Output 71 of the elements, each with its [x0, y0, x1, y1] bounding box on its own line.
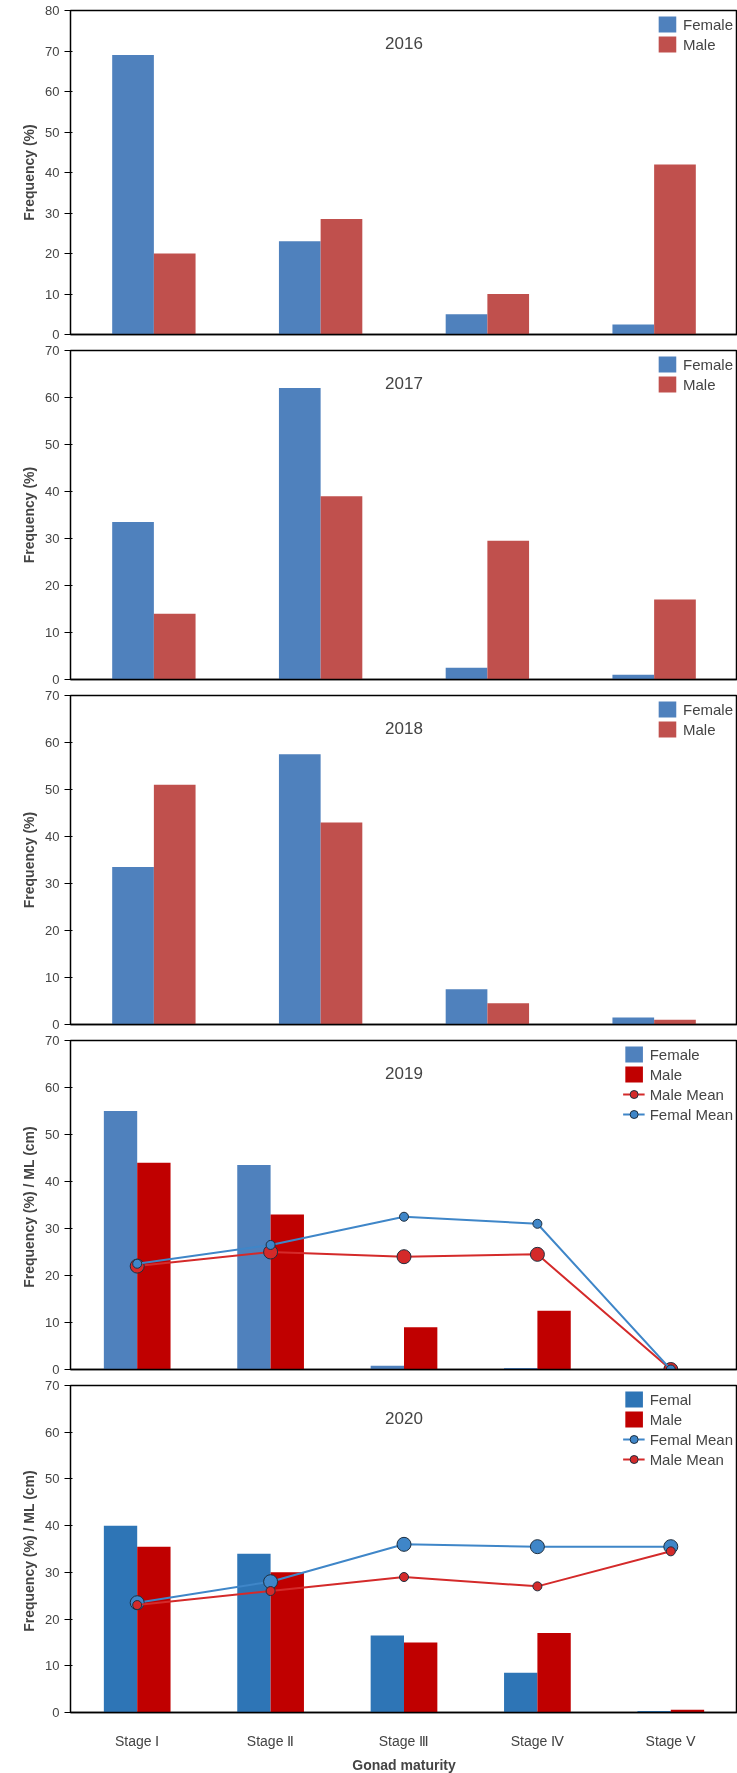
text: 2017 — [385, 373, 423, 393]
y-tick-label: 50 — [45, 1471, 60, 1487]
y-tick-label: 50 — [45, 782, 60, 797]
y-tick-label: 10 — [45, 625, 60, 640]
y-tick-label: 70 — [45, 1378, 60, 1393]
y-tick-label: 30 — [45, 1564, 60, 1580]
legend-label: Male — [682, 375, 716, 393]
x-axis-title: Gonad maturity — [352, 1756, 456, 1773]
y-tick-label: 40 — [45, 829, 60, 844]
text: 2019 — [385, 1063, 423, 1083]
y-tick-label: 0 — [52, 1017, 60, 1032]
y-tick-label: 30 — [45, 876, 60, 891]
y-tick-label: 70 — [45, 1033, 60, 1048]
y-tick-label: 50 — [45, 437, 60, 452]
legend-label: Femal Mean — [649, 1430, 733, 1448]
y-axis-title: Frequency (%) — [21, 811, 38, 909]
y-tick-label: 20 — [45, 246, 60, 261]
x-tick-label: Stage Ⅴ — [645, 1732, 697, 1749]
legend-label: Male — [649, 1410, 683, 1428]
legend-label: Male Mean — [649, 1085, 724, 1103]
text: 2016 — [385, 33, 423, 53]
y-tick-label: 70 — [45, 688, 60, 703]
y-tick-label: 60 — [45, 1424, 60, 1440]
y-tick-label: 40 — [45, 165, 60, 180]
y-tick-label: 70 — [45, 343, 60, 358]
y-tick-label: 10 — [45, 286, 60, 302]
y-tick-label: 50 — [45, 124, 60, 140]
legend-label: Female — [682, 15, 733, 33]
y-tick-label: 10 — [45, 970, 60, 985]
y-tick-label: 10 — [45, 1658, 60, 1674]
y-tick-label: 20 — [45, 578, 60, 593]
y-tick-label: 30 — [45, 1221, 60, 1236]
legend-label: Male — [682, 720, 716, 738]
y-tick-label: 40 — [45, 1518, 60, 1534]
y-tick-label: 20 — [45, 923, 60, 938]
y-axis-title: Frequency (%) / ML (cm) — [21, 1470, 38, 1632]
text: 2020 — [385, 1408, 423, 1428]
y-tick-label: 30 — [45, 205, 60, 221]
y-tick-label: 40 — [45, 1174, 60, 1189]
y-tick-label: 60 — [45, 735, 60, 750]
y-tick-label: 30 — [45, 531, 60, 546]
x-tick-label: Stage Ⅱ — [246, 1732, 295, 1749]
legend-label: Femal Mean — [649, 1105, 733, 1123]
x-tick-label: Stage Ⅰ — [114, 1732, 160, 1749]
y-tick-label: 60 — [45, 390, 60, 405]
y-tick-label: 20 — [45, 1611, 60, 1627]
y-tick-label: 70 — [45, 43, 60, 59]
y-tick-label: 80 — [45, 3, 60, 18]
legend-label: Female — [682, 700, 733, 718]
legend-label: Male Mean — [649, 1450, 724, 1468]
x-tick-label: Stage Ⅲ — [378, 1732, 430, 1749]
x-tick-label: Stage Ⅳ — [510, 1732, 565, 1749]
y-tick-label: 10 — [45, 1315, 60, 1330]
legend-label: Female — [682, 355, 733, 373]
y-tick-label: 0 — [52, 327, 60, 342]
y-axis-title: Frequency (%) / ML (cm) — [21, 1126, 38, 1288]
legend-label: Male — [682, 35, 716, 53]
y-tick-label: 60 — [45, 84, 60, 99]
y-tick-label: 40 — [45, 484, 60, 499]
text: 2018 — [385, 718, 423, 738]
legend-label: Femal — [649, 1390, 692, 1408]
legend-label: Female — [649, 1045, 700, 1063]
y-tick-label: 0 — [52, 1362, 60, 1377]
y-tick-label: 0 — [52, 672, 60, 687]
y-axis-title: Frequency (%) — [21, 466, 38, 564]
y-tick-label: 0 — [52, 1705, 60, 1720]
y-tick-label: 20 — [45, 1268, 60, 1283]
y-tick-label: 50 — [45, 1127, 60, 1142]
legend-label: Male — [649, 1065, 683, 1083]
y-axis-title: Frequency (%) — [21, 124, 38, 221]
y-tick-label: 60 — [45, 1080, 60, 1095]
